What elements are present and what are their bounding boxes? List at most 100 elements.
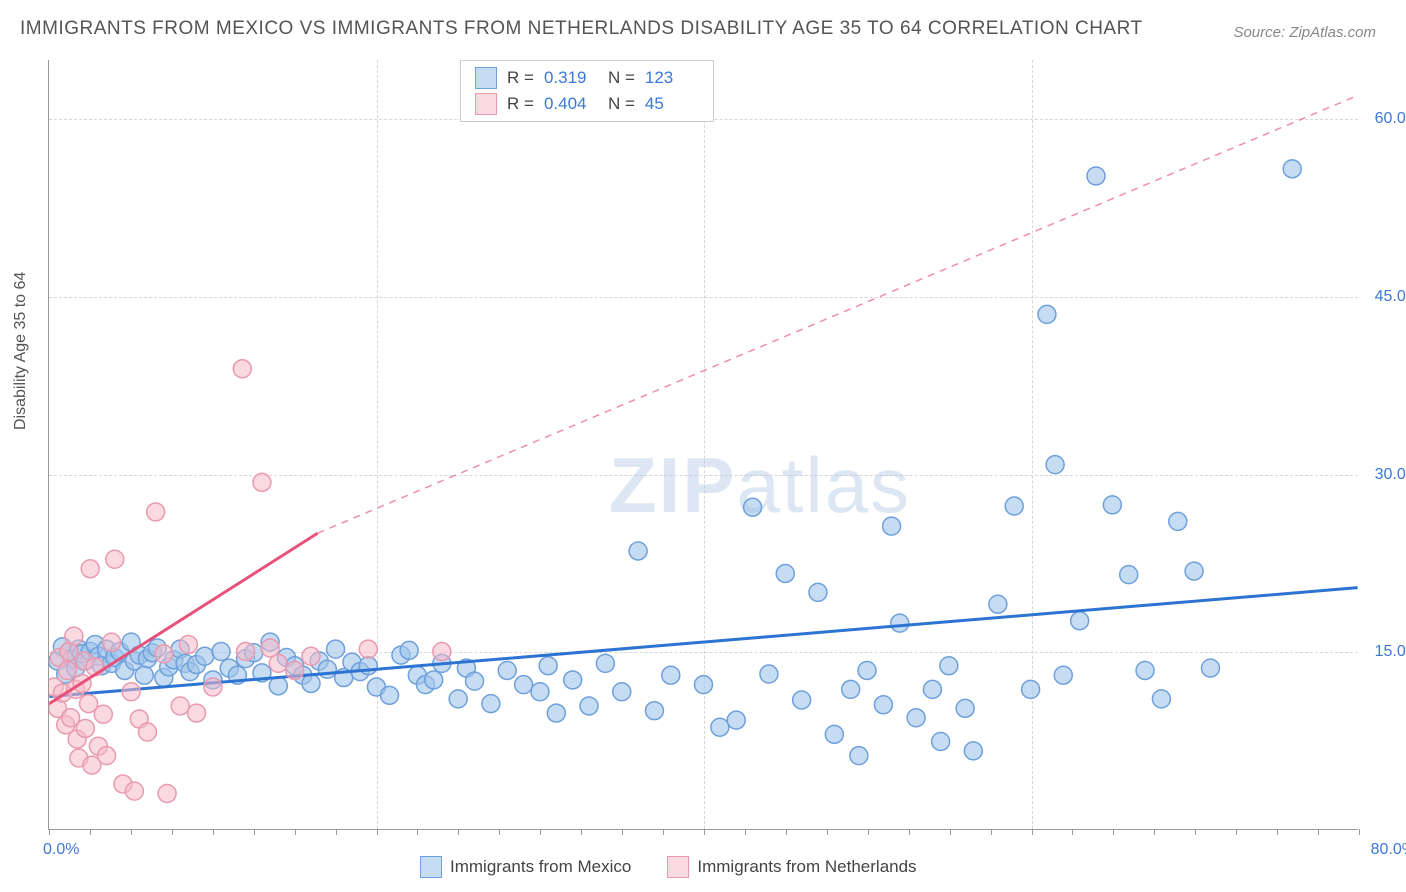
y-tick-label: 30.0%: [1375, 466, 1406, 484]
data-point-mexico: [1005, 497, 1023, 515]
data-point-mexico: [956, 699, 974, 717]
data-point-mexico: [850, 747, 868, 765]
data-point-netherlands: [253, 473, 271, 491]
data-point-mexico: [1185, 562, 1203, 580]
data-point-mexico: [1283, 160, 1301, 178]
data-point-mexico: [964, 742, 982, 760]
data-point-netherlands: [286, 661, 304, 679]
legend-swatch: [475, 67, 497, 89]
data-point-netherlands: [171, 697, 189, 715]
data-point-netherlands: [122, 683, 140, 701]
legend-value: 0.404: [544, 94, 598, 114]
data-point-mexico: [381, 686, 399, 704]
data-point-mexico: [858, 661, 876, 679]
legend-series-label: Immigrants from Mexico: [450, 857, 631, 877]
legend-series-label: Immigrants from Netherlands: [697, 857, 916, 877]
data-point-mexico: [1169, 512, 1187, 530]
data-point-mexico: [1022, 680, 1040, 698]
data-point-mexico: [989, 595, 1007, 613]
legend-key: N =: [608, 94, 635, 114]
data-point-mexico: [711, 718, 729, 736]
data-point-mexico: [482, 695, 500, 713]
correlation-legend: R = 0.319 N = 123 R = 0.404 N = 45: [460, 60, 714, 122]
data-point-mexico: [425, 671, 443, 689]
plot-area: ZIPatlas 15.0%30.0%45.0%60.0% 0.0%80.0%: [48, 60, 1358, 830]
x-tick-label: 0.0%: [43, 841, 79, 859]
chart-svg: [49, 60, 1358, 829]
series-legend: Immigrants from Mexico Immigrants from Ne…: [420, 856, 917, 878]
legend-value: 123: [645, 68, 699, 88]
data-point-mexico: [1120, 566, 1138, 584]
data-point-mexico: [466, 672, 484, 690]
data-point-mexico: [907, 709, 925, 727]
data-point-netherlands: [158, 785, 176, 803]
data-point-netherlands: [433, 643, 451, 661]
legend-series-item: Immigrants from Mexico: [420, 856, 631, 878]
data-point-netherlands: [359, 640, 377, 658]
data-point-mexico: [539, 657, 557, 675]
data-point-mexico: [727, 711, 745, 729]
data-point-mexico: [776, 564, 794, 582]
data-point-mexico: [825, 725, 843, 743]
data-point-mexico: [596, 654, 614, 672]
data-point-mexico: [547, 704, 565, 722]
data-point-netherlands: [94, 705, 112, 723]
legend-key: N =: [608, 68, 635, 88]
legend-row: R = 0.404 N = 45: [475, 91, 699, 117]
data-point-mexico: [327, 640, 345, 658]
data-point-mexico: [498, 661, 516, 679]
data-point-mexico: [645, 702, 663, 720]
data-point-netherlands: [233, 360, 251, 378]
source-attribution: Source: ZipAtlas.com: [1233, 24, 1376, 41]
legend-swatch: [475, 93, 497, 115]
data-point-mexico: [940, 657, 958, 675]
data-point-netherlands: [269, 654, 287, 672]
data-point-mexico: [196, 647, 214, 665]
data-point-mexico: [515, 676, 533, 694]
data-point-mexico: [212, 643, 230, 661]
data-point-mexico: [531, 683, 549, 701]
chart-title: IMMIGRANTS FROM MEXICO VS IMMIGRANTS FRO…: [20, 18, 1143, 40]
data-point-mexico: [874, 696, 892, 714]
data-point-mexico: [269, 677, 287, 695]
data-point-netherlands: [106, 550, 124, 568]
data-point-mexico: [1136, 661, 1154, 679]
legend-swatch: [420, 856, 442, 878]
legend-swatch: [667, 856, 689, 878]
data-point-netherlands: [204, 678, 222, 696]
data-point-mexico: [760, 665, 778, 683]
x-tick-label: 80.0%: [1371, 841, 1406, 859]
data-point-mexico: [1087, 167, 1105, 185]
legend-value: 0.319: [544, 68, 598, 88]
data-point-mexico: [359, 657, 377, 675]
data-point-mexico: [449, 690, 467, 708]
y-tick-label: 60.0%: [1375, 110, 1406, 128]
legend-key: R =: [507, 94, 534, 114]
data-point-mexico: [629, 542, 647, 560]
data-point-mexico: [580, 697, 598, 715]
data-point-netherlands: [147, 503, 165, 521]
legend-row: R = 0.319 N = 123: [475, 65, 699, 91]
data-point-mexico: [923, 680, 941, 698]
data-point-mexico: [302, 674, 320, 692]
data-point-mexico: [318, 660, 336, 678]
data-point-mexico: [883, 517, 901, 535]
data-point-mexico: [400, 641, 418, 659]
data-point-netherlands: [188, 704, 206, 722]
data-point-mexico: [1054, 666, 1072, 684]
extrapolation-line-netherlands: [318, 95, 1358, 533]
legend-key: R =: [507, 68, 534, 88]
data-point-mexico: [1046, 456, 1064, 474]
data-point-netherlands: [81, 560, 99, 578]
data-point-mexico: [1071, 612, 1089, 630]
data-point-netherlands: [179, 635, 197, 653]
data-point-netherlands: [103, 633, 121, 651]
data-point-mexico: [1103, 496, 1121, 514]
data-point-mexico: [744, 498, 762, 516]
data-point-netherlands: [138, 723, 156, 741]
data-point-netherlands: [58, 661, 76, 679]
legend-value: 45: [645, 94, 699, 114]
data-point-netherlands: [76, 719, 94, 737]
data-point-mexico: [613, 683, 631, 701]
y-tick-label: 15.0%: [1375, 643, 1406, 661]
